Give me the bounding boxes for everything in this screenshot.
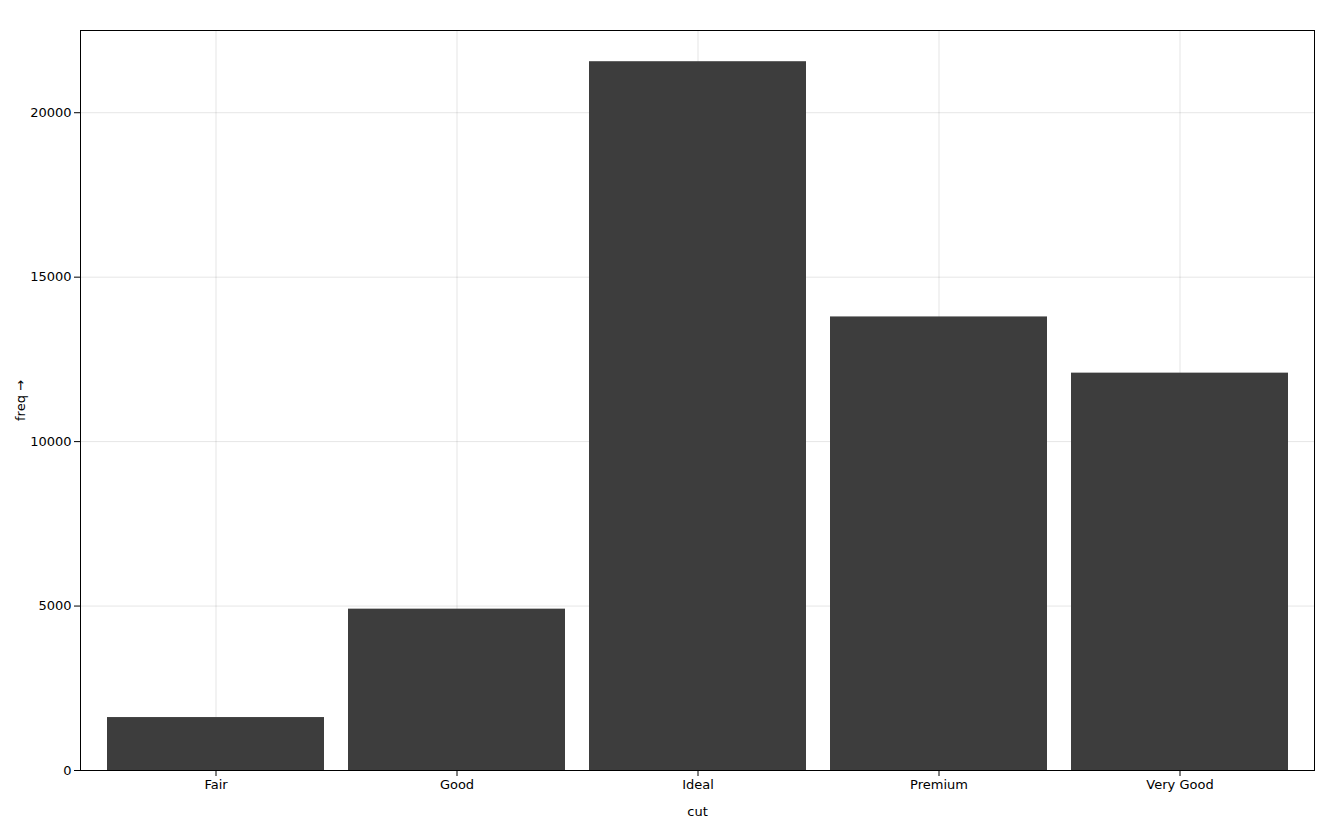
svg-text:Very Good: Very Good [1146,777,1213,792]
svg-text:Premium: Premium [910,777,968,792]
svg-text:10000: 10000 [30,434,71,449]
svg-text:0: 0 [63,763,71,778]
svg-text:20000: 20000 [30,105,71,120]
svg-text:cut: cut [687,804,707,819]
svg-text:Good: Good [440,777,474,792]
svg-text:Fair: Fair [204,777,228,792]
svg-text:Ideal: Ideal [682,777,714,792]
svg-text:freq →: freq → [13,380,28,421]
svg-text:15000: 15000 [30,269,71,284]
svg-text:5000: 5000 [38,598,71,613]
